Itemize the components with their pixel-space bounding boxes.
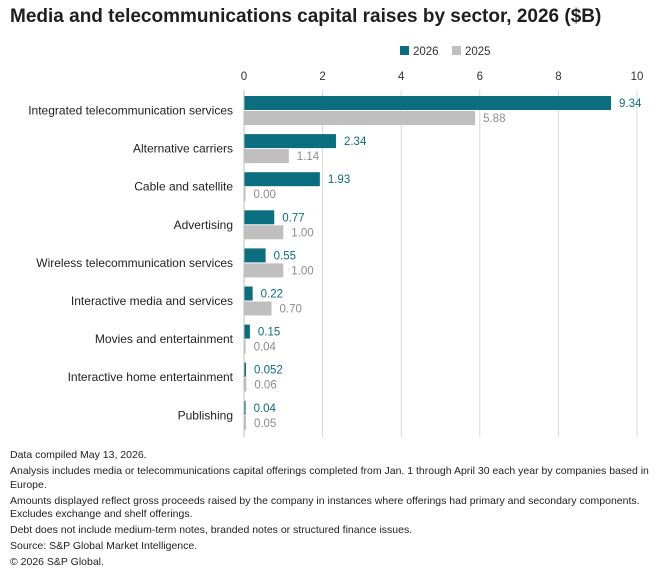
data-label-2025: 0.06: [254, 380, 276, 392]
x-tick-label-4: 4: [398, 71, 405, 83]
data-label-2025: 1.00: [291, 265, 313, 277]
data-label-2025: 0.70: [280, 304, 302, 316]
bar-2026: [244, 286, 253, 301]
category-label: Alternative carriers: [133, 142, 233, 156]
category-label: Movies and entertainment: [95, 332, 234, 346]
chart-notes: Data compiled May 13, 2026. Analysis inc…: [10, 449, 650, 572]
category-label: Cable and satellite: [134, 180, 233, 194]
x-tick-label-2: 2: [319, 71, 325, 83]
note-source: Source: S&P Global Market Intelligence.: [10, 540, 198, 552]
x-tick-label-10: 10: [631, 71, 644, 83]
bar-chart: 2026 2025 0 2 4 6 8 10 Integrated telecommunicat…: [28, 46, 644, 437]
data-label-2025: 1.00: [291, 227, 313, 239]
data-label-2026: 0.77: [282, 212, 304, 224]
data-label-2025: 0.05: [254, 418, 276, 430]
note-amounts: Amounts displayed reflect gross proceeds…: [10, 494, 640, 521]
bar-2025: [244, 301, 272, 316]
note-debt: Debt does not include medium-term notes,…: [10, 524, 413, 536]
data-label-2026: 0.04: [254, 403, 277, 415]
bar-2025: [244, 225, 284, 240]
data-label-2026: 0.55: [274, 250, 296, 262]
chart-title: Media and telecommunications capital rai…: [10, 6, 602, 27]
bar-2025: [244, 415, 246, 430]
data-label-2026: 9.34: [619, 98, 642, 110]
bar-2026: [244, 210, 275, 225]
x-tick-label-8: 8: [555, 71, 561, 83]
legend-swatch-2025: [452, 46, 461, 55]
bar-2026: [244, 400, 246, 415]
bar-2026: [244, 134, 336, 149]
data-label-2026: 0.15: [258, 327, 280, 339]
data-label-2025: 0.04: [254, 342, 277, 354]
data-label-2025: 5.88: [483, 113, 505, 125]
category-label: Integrated telecommunication services: [28, 104, 233, 118]
bar-2025: [244, 149, 289, 164]
data-label-2026: 0.22: [261, 289, 283, 301]
data-label-2026: 1.93: [328, 174, 350, 186]
note-copyright: © 2026 S&P Global.: [10, 556, 104, 568]
bar-2025: [244, 187, 246, 202]
bar-2026: [244, 172, 320, 187]
bar-2025: [244, 339, 246, 354]
category-label: Wireless telecommunication services: [36, 256, 233, 270]
x-tick-label-0: 0: [241, 71, 247, 83]
data-label-2025: 0.00: [254, 189, 276, 201]
bar-2026: [244, 324, 250, 339]
note-data-compiled: Data compiled May 13, 2026.: [10, 449, 147, 461]
legend-swatch-2026: [400, 46, 409, 55]
legend-label-2025: 2025: [465, 46, 491, 58]
category-label: Interactive home entertainment: [68, 370, 234, 384]
category-label: Publishing: [178, 408, 233, 422]
data-label-2026: 0.052: [254, 365, 283, 377]
bar-2026: [244, 96, 612, 110]
bar-2026: [244, 362, 247, 377]
category-label: Advertising: [174, 218, 233, 232]
legend-label-2026: 2026: [413, 46, 439, 58]
data-label-2026: 2.34: [344, 136, 367, 148]
data-label-2025: 1.14: [297, 151, 320, 163]
note-analysis-scope: Analysis includes media or telecommunica…: [10, 465, 649, 491]
bar-2025: [244, 377, 247, 392]
category-label: Interactive media and services: [71, 294, 233, 308]
bar-2026: [244, 248, 266, 263]
x-tick-label-6: 6: [477, 71, 483, 83]
bar-2025: [244, 263, 284, 278]
bar-2025: [244, 111, 476, 125]
